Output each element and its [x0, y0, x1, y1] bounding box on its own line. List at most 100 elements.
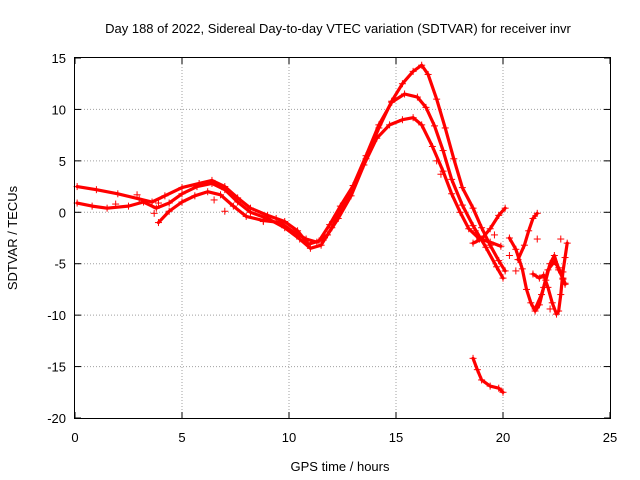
data-point — [495, 211, 503, 219]
x-tick-label: 5 — [178, 430, 185, 445]
data-point — [490, 231, 498, 239]
data-point — [204, 188, 212, 196]
data-point — [88, 202, 96, 210]
axis-ticks: 0 5 10 15 20 25 15 10 5 0 -5 -10 -15 -20 — [47, 51, 617, 445]
data-point — [495, 257, 503, 265]
data-point — [114, 190, 122, 198]
data-point — [152, 204, 160, 212]
x-tick-label: 15 — [389, 430, 403, 445]
data-point — [486, 238, 494, 246]
data-point — [471, 227, 479, 235]
data-point — [347, 192, 355, 200]
series-line — [75, 63, 507, 273]
data-point — [486, 225, 494, 233]
series-line — [156, 116, 503, 248]
y-axis-label: SDTVAR / TECUs — [5, 185, 20, 290]
data-point — [499, 274, 507, 282]
x-axis-label: GPS time / hours — [291, 459, 390, 474]
data-point — [531, 305, 539, 313]
data-point — [559, 268, 567, 276]
data-point — [398, 116, 406, 124]
data-point — [535, 274, 543, 282]
data-point — [529, 270, 537, 278]
data-point — [544, 283, 552, 291]
data-point — [360, 161, 368, 169]
data-point — [302, 235, 310, 243]
data-point — [92, 186, 100, 194]
data-point — [401, 90, 409, 98]
x-tick-label: 10 — [282, 430, 296, 445]
data-point — [486, 382, 494, 390]
data-point — [493, 263, 501, 271]
y-tick-label: 5 — [59, 154, 66, 169]
data-point — [505, 251, 513, 259]
data-point — [523, 285, 531, 293]
series-track-2 — [73, 90, 507, 282]
x-tick-label: 20 — [496, 430, 510, 445]
data-point — [165, 199, 173, 207]
data-point — [495, 384, 503, 392]
data-point — [482, 243, 490, 251]
data-point — [221, 207, 229, 215]
data-point — [450, 155, 458, 163]
data-point — [557, 235, 565, 243]
data-point — [456, 208, 464, 216]
x-tick-label: 0 — [71, 430, 78, 445]
data-point — [458, 201, 466, 209]
data-point — [422, 103, 430, 111]
series-track-9 — [469, 354, 507, 396]
data-point — [150, 209, 158, 217]
data-point — [563, 239, 571, 247]
data-point — [478, 235, 486, 243]
data-point — [433, 95, 441, 103]
data-point — [439, 147, 447, 155]
data-point — [246, 208, 254, 216]
y-tick-label: -20 — [47, 411, 66, 426]
data-point — [154, 219, 162, 227]
data-point — [448, 175, 456, 183]
data-point — [538, 291, 546, 299]
y-tick-label: -5 — [54, 257, 66, 272]
data-point — [317, 241, 325, 249]
data-point — [512, 267, 520, 275]
y-tick-label: -10 — [47, 308, 66, 323]
data-point — [469, 239, 477, 247]
scattered-markers — [112, 157, 565, 313]
data-point — [501, 267, 509, 275]
data-point — [148, 198, 156, 206]
data-point — [428, 142, 436, 150]
data-point — [306, 244, 314, 252]
plot-area — [73, 61, 571, 396]
data-point — [533, 235, 541, 243]
data-point — [418, 121, 426, 129]
data-point — [276, 219, 284, 227]
data-point — [555, 307, 563, 315]
data-point — [259, 218, 267, 226]
data-point — [398, 80, 406, 88]
data-point — [221, 186, 229, 194]
data-point — [313, 238, 321, 246]
data-point — [373, 134, 381, 142]
y-tick-label: 0 — [59, 205, 66, 220]
data-point — [448, 190, 456, 198]
plot-frame — [74, 57, 611, 419]
data-point — [550, 251, 558, 259]
data-point — [469, 204, 477, 212]
data-point — [458, 184, 466, 192]
data-point — [133, 191, 141, 199]
data-point — [557, 291, 565, 299]
series-track-4 — [469, 204, 509, 247]
data-point — [324, 231, 332, 239]
data-point — [433, 157, 441, 165]
series-track-8 — [529, 239, 571, 318]
data-point — [135, 195, 143, 203]
data-point — [533, 209, 541, 217]
data-point — [527, 299, 535, 307]
data-point — [540, 271, 548, 279]
data-point — [319, 236, 327, 244]
y-tick-label: -15 — [47, 360, 66, 375]
chart-title: Day 188 of 2022, Sidereal Day-to-day VTE… — [105, 21, 571, 36]
y-tick-label: 15 — [52, 51, 66, 66]
data-point — [334, 214, 342, 222]
